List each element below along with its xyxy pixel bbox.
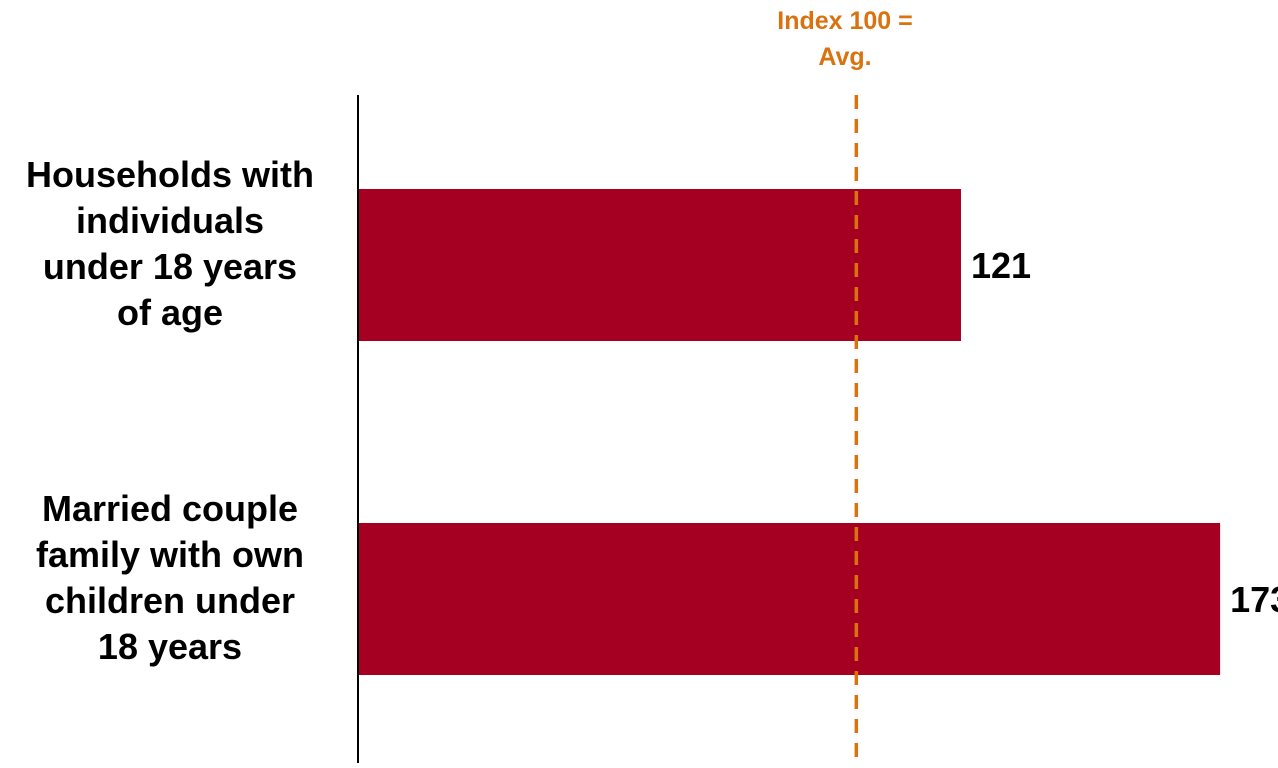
category-label-married-couple-family: Married couple family with own children …	[10, 486, 330, 670]
category-label-line: children under	[44, 580, 296, 621]
reference-line-label: Index 100 = Avg.	[745, 3, 945, 75]
bar-2	[358, 523, 1221, 675]
category-label-line: family with own	[35, 534, 304, 575]
category-label-line: Households with	[26, 154, 314, 195]
category-label-line: 18 years	[97, 626, 243, 667]
category-label-households-under-18: Households with individuals under 18 yea…	[10, 152, 330, 336]
category-label-line: individuals	[75, 200, 265, 241]
category-label-line: Married couple	[41, 488, 299, 529]
bar-1	[358, 189, 961, 341]
reference-label-line: Avg.	[818, 43, 872, 71]
data-label-2: 173	[1230, 579, 1278, 620]
category-label-line: of age	[116, 292, 223, 333]
data-label-1: 121	[971, 245, 1031, 286]
reference-label-line: Index 100 =	[777, 7, 913, 35]
category-label-line: under 18 years	[42, 246, 298, 287]
